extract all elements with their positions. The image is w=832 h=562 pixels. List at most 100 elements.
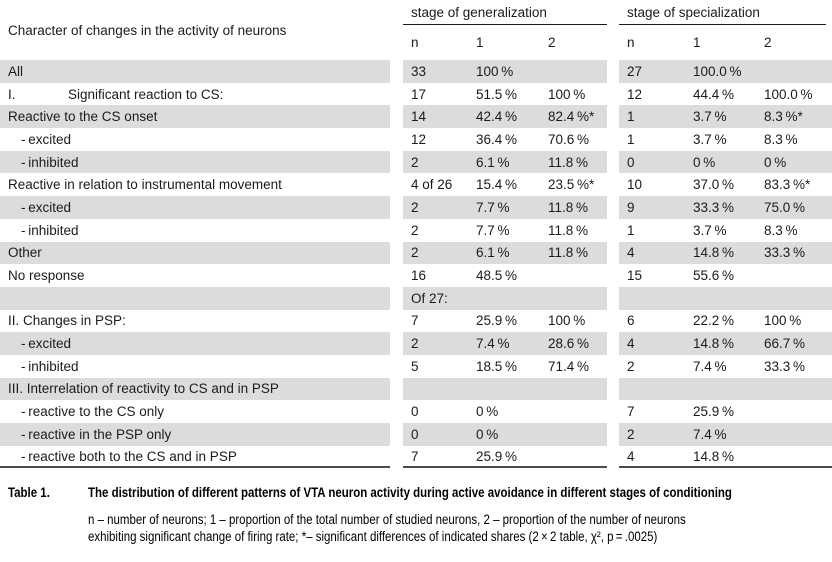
value-cell: 14 [403, 105, 468, 129]
column-gap [607, 287, 619, 310]
value-cell: 1 [619, 105, 685, 129]
column-gap [607, 60, 619, 83]
row-label-cell: - inhibited [0, 355, 390, 378]
value-cell: 12 [411, 131, 427, 147]
table-row: All 33 100 % 27 100.0 % [0, 60, 832, 83]
table-row: I. Significant reaction to CS: 17 51.5 % … [0, 83, 832, 106]
value-cell: 4 [619, 446, 685, 469]
value-cell: 15.4 % [476, 177, 517, 193]
column-gap [607, 332, 619, 355]
value-cell [756, 400, 832, 423]
table-row: II. Changes in PSP: 7 25.9 % 100 % 6 22.… [0, 310, 832, 333]
column-gap [390, 242, 403, 265]
table-row: - inhibited 5 18.5 % 71.4 % 2 7.4 % 33.3… [0, 355, 832, 378]
value-cell: 4 [619, 241, 685, 265]
row-label-cell: Other [0, 241, 390, 265]
value-cell [540, 400, 607, 423]
caption-number: Table 1. [8, 485, 50, 501]
vta-activity-table: Character of changes in the activity of … [0, 1, 832, 469]
column-gap [607, 264, 619, 287]
column-gap [390, 219, 403, 242]
value-cell: 4 [619, 332, 685, 355]
row-label-cell: - inhibited [0, 150, 390, 174]
column-gap [390, 83, 403, 106]
value-cell: 0 [619, 150, 685, 174]
value-cell: 2 [403, 332, 468, 355]
row-label-cell: II. Changes in PSP: [0, 310, 390, 333]
table-row: No response 16 48.5 % 15 55.6 % [0, 264, 832, 287]
value-cell: 5 [411, 358, 419, 374]
column-gap [607, 219, 619, 242]
row-label: - excited [21, 336, 71, 352]
value-cell: 22.2 % [693, 313, 734, 329]
value-cell [756, 377, 832, 401]
value-cell: 7 [411, 313, 419, 329]
value-cell: 100.0 % [764, 86, 813, 102]
column-gap [390, 400, 403, 423]
column-gap [607, 310, 619, 333]
column-gap [607, 400, 619, 423]
row-label-cell: Reactive to the CS onset [0, 105, 390, 129]
column-gap [390, 128, 403, 151]
value-cell: 7 [403, 446, 468, 469]
value-cell: 7 [627, 404, 635, 420]
row-label: III. Interrelation of reactivity to CS a… [8, 381, 279, 397]
row-label: - inhibited [21, 222, 79, 238]
column-gap [607, 151, 619, 174]
column-gap [390, 355, 403, 378]
value-cell: 15 [627, 268, 643, 284]
row-label: - inhibited [21, 154, 79, 170]
value-cell: 6.1 % [468, 241, 540, 265]
value-cell: 100.0 % [685, 60, 756, 83]
value-cell [540, 264, 607, 287]
column-gap [390, 332, 403, 355]
table-row: Reactive to the CS onset 14 42.4 % 82.4 … [0, 105, 832, 129]
column-header-1: 1 [476, 35, 484, 50]
value-cell [756, 264, 832, 287]
value-cell: 66.7 % [756, 332, 832, 355]
column-gap [390, 60, 403, 83]
row-label: - excited [21, 131, 71, 147]
value-cell: 3.7 % [685, 105, 756, 129]
value-cell [756, 446, 832, 469]
value-cell [619, 377, 685, 401]
row-label-cell: - reactive in the PSP only [0, 423, 390, 446]
table-row: - reactive to the CS only 0 0 % 7 25.9 % [0, 400, 832, 423]
value-cell: 7.4 % [468, 332, 540, 355]
value-cell: 33.3 % [756, 241, 832, 265]
column-header-2: 2 [548, 35, 556, 50]
row-label: Reactive in relation to instrumental mov… [8, 177, 282, 193]
row-label: Other [8, 245, 42, 261]
row-label-cell: - inhibited [0, 219, 390, 242]
value-cell: 2 [403, 241, 468, 265]
value-cell: 25.9 % [693, 404, 734, 420]
value-cell: 51.5 % [476, 86, 517, 102]
column-gap [390, 423, 403, 446]
value-cell: 11.8 % [540, 150, 607, 174]
value-cell [468, 377, 540, 401]
table-body: All 33 100 % 27 100.0 % I. Significant re… [0, 60, 832, 469]
value-cell [468, 286, 540, 310]
value-cell: 10 [627, 177, 643, 193]
value-cell: 7.7 % [468, 196, 540, 219]
value-cell: 17 [411, 86, 427, 102]
value-cell [540, 377, 607, 401]
row-label-cell: I. Significant reaction to CS: [0, 83, 390, 106]
value-cell: 14.8 % [685, 332, 756, 355]
value-cell: 71.4 % [548, 358, 589, 374]
column-header-n: n [411, 35, 419, 50]
column-gap [390, 173, 403, 196]
caption-title: The distribution of different patterns o… [88, 485, 732, 501]
value-cell: 14.8 % [685, 446, 756, 469]
value-cell: 8.3 % [764, 222, 798, 238]
value-cell [685, 286, 756, 310]
value-cell: 44.4 % [693, 86, 734, 102]
value-cell: 0 % [756, 150, 832, 174]
value-cell: 8.3 % [764, 131, 798, 147]
table-row: - inhibited 2 7.7 % 11.8 % 1 3.7 % 8.3 % [0, 219, 832, 242]
value-cell: 11.8 % [540, 241, 607, 265]
value-cell: 42.4 % [468, 105, 540, 129]
column-gap [607, 173, 619, 196]
column-gap [607, 196, 619, 219]
row-label: Reactive to the CS onset [8, 109, 158, 125]
